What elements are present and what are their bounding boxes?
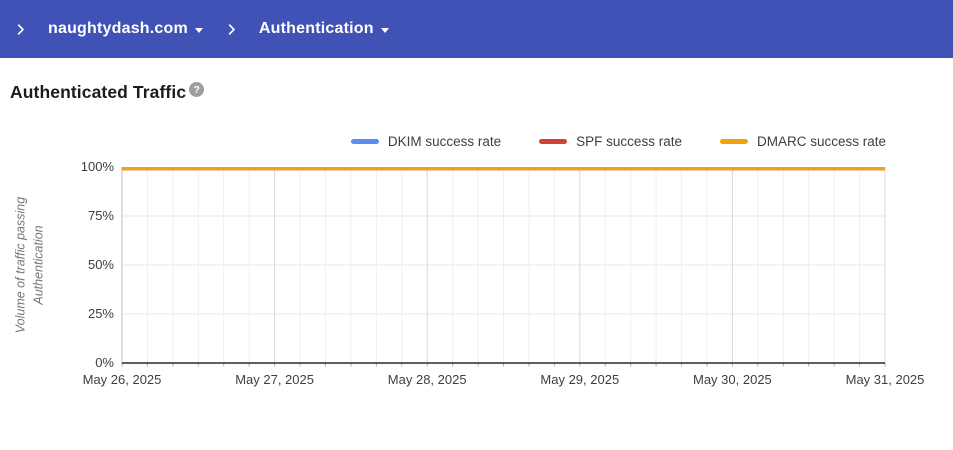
caret-down-icon [194, 27, 203, 33]
domain-label: naughtydash.com [48, 20, 188, 37]
x-tick-label: May 30, 2025 [693, 372, 772, 387]
legend-item-dkim[interactable]: DKIM success rate [350, 134, 502, 149]
chevron-right-icon [224, 22, 239, 37]
x-tick-label: May 28, 2025 [387, 372, 467, 387]
y-tick-label: 75% [87, 208, 114, 223]
chart-plot-area[interactable] [121, 167, 886, 369]
chart-legend: DKIM success rate SPF success rate DMARC s… [350, 134, 886, 149]
x-tick-label: May 29, 2025 [540, 372, 620, 387]
x-tick-label: May 31, 2025 [845, 372, 925, 387]
top-nav: naughtydash.com Authentication [0, 0, 953, 58]
legend-label: SPF success rate [576, 134, 682, 149]
legend-item-spf[interactable]: SPF success rate [539, 134, 682, 149]
legend-swatch [350, 139, 379, 144]
chevron-right-icon [13, 22, 28, 37]
x-tick-label: May 26, 2025 [82, 372, 162, 387]
y-axis-title: Volume of traffic passing Authentication [13, 196, 46, 334]
x-tick-label: May 27, 2025 [235, 372, 314, 387]
title-row: Authenticated Traffic ? [10, 82, 205, 103]
legend-item-dmarc[interactable]: DMARC success rate [719, 134, 886, 149]
legend-swatch [719, 139, 748, 144]
y-tick-label: 25% [87, 306, 114, 321]
caret-down-icon [380, 27, 389, 33]
section-dropdown[interactable]: Authentication [259, 20, 389, 38]
domain-dropdown[interactable]: naughtydash.com [48, 20, 203, 38]
legend-label: DMARC success rate [756, 134, 886, 149]
y-tick-label: 50% [87, 257, 114, 272]
section-label: Authentication [258, 20, 374, 37]
y-tick-label: 0% [95, 355, 114, 370]
legend-swatch [539, 139, 568, 144]
y-tick-label: 100% [80, 159, 114, 174]
page-title: Authenticated Traffic [10, 82, 187, 102]
legend-label: DKIM success rate [387, 134, 502, 149]
help-icon[interactable]: ? [189, 82, 205, 97]
